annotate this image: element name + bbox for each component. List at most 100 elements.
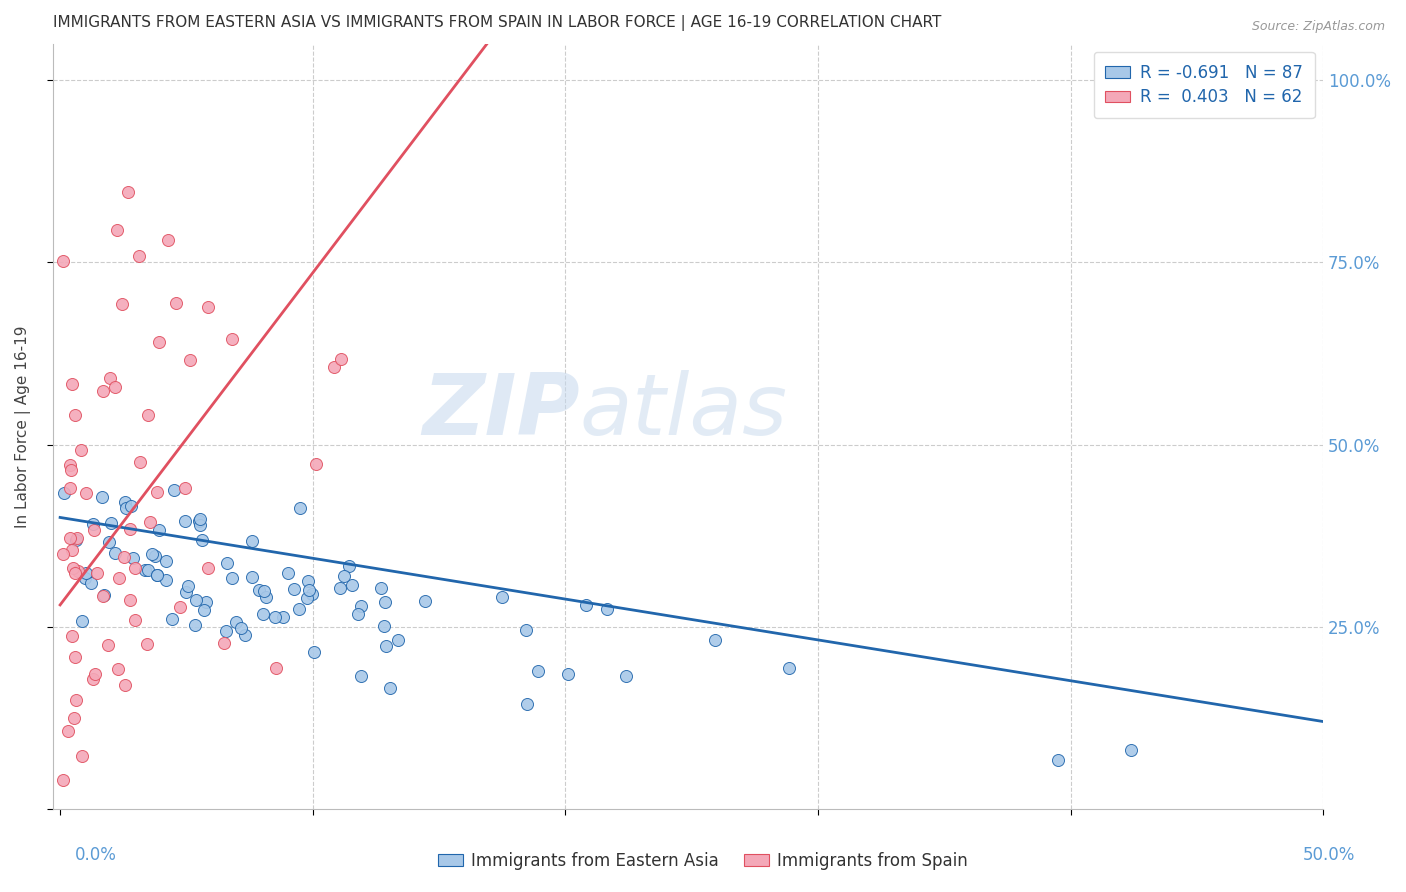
Point bbox=[254, 590, 277, 604]
Point bbox=[378, 681, 401, 695]
Point bbox=[97, 639, 120, 653]
Point bbox=[52, 253, 75, 268]
Point bbox=[82, 517, 104, 532]
Point bbox=[155, 573, 177, 587]
Point bbox=[83, 523, 105, 537]
Point bbox=[59, 532, 82, 546]
Point bbox=[197, 560, 219, 574]
Point bbox=[141, 547, 163, 561]
Point bbox=[288, 500, 311, 515]
Point bbox=[80, 576, 103, 591]
Point bbox=[240, 534, 263, 549]
Point bbox=[197, 300, 219, 314]
Point bbox=[143, 549, 166, 563]
Point bbox=[62, 561, 84, 575]
Point bbox=[53, 485, 76, 500]
Point bbox=[83, 667, 105, 681]
Point bbox=[82, 673, 104, 687]
Point bbox=[193, 602, 215, 616]
Point bbox=[62, 711, 84, 725]
Point bbox=[60, 377, 83, 392]
Point bbox=[225, 615, 247, 630]
Point bbox=[179, 353, 201, 368]
Point bbox=[160, 612, 183, 626]
Point bbox=[114, 495, 136, 509]
Point bbox=[138, 515, 160, 529]
Point bbox=[136, 408, 159, 422]
Point bbox=[162, 483, 184, 498]
Point bbox=[575, 598, 598, 612]
Point bbox=[59, 458, 82, 472]
Point bbox=[97, 534, 120, 549]
Point bbox=[346, 607, 368, 621]
Point bbox=[323, 359, 346, 374]
Point bbox=[122, 551, 145, 566]
Point bbox=[527, 665, 550, 679]
Point bbox=[229, 621, 252, 635]
Point bbox=[120, 593, 142, 607]
Point bbox=[148, 523, 170, 537]
Point bbox=[188, 514, 211, 528]
Point bbox=[186, 593, 208, 607]
Point bbox=[136, 563, 159, 577]
Point bbox=[233, 627, 256, 641]
Point bbox=[91, 490, 114, 504]
Point bbox=[297, 574, 319, 589]
Point bbox=[247, 582, 270, 597]
Text: 0.0%: 0.0% bbox=[75, 846, 117, 863]
Text: ZIP: ZIP bbox=[422, 369, 579, 452]
Point bbox=[135, 637, 157, 651]
Point bbox=[148, 334, 170, 349]
Point bbox=[557, 666, 579, 681]
Point bbox=[214, 636, 236, 650]
Point bbox=[65, 533, 87, 548]
Point bbox=[98, 371, 121, 385]
Point bbox=[778, 661, 800, 675]
Point bbox=[86, 566, 108, 580]
Point bbox=[52, 772, 75, 787]
Point bbox=[156, 233, 179, 247]
Point bbox=[129, 455, 152, 469]
Point bbox=[65, 649, 87, 664]
Point bbox=[104, 380, 127, 394]
Point bbox=[333, 568, 356, 582]
Point bbox=[60, 463, 83, 477]
Point bbox=[596, 602, 619, 616]
Point bbox=[337, 559, 360, 574]
Point bbox=[370, 581, 392, 595]
Point bbox=[173, 514, 195, 528]
Point bbox=[177, 579, 200, 593]
Point bbox=[114, 678, 136, 692]
Point bbox=[188, 517, 211, 532]
Point bbox=[145, 568, 167, 582]
Point bbox=[63, 566, 86, 580]
Point bbox=[59, 481, 82, 495]
Point bbox=[75, 486, 97, 500]
Point bbox=[298, 583, 321, 598]
Point bbox=[114, 500, 136, 515]
Legend: Immigrants from Eastern Asia, Immigrants from Spain: Immigrants from Eastern Asia, Immigrants… bbox=[432, 846, 974, 877]
Point bbox=[70, 443, 93, 458]
Point bbox=[253, 584, 276, 599]
Point bbox=[73, 571, 96, 585]
Point bbox=[304, 645, 326, 659]
Point bbox=[191, 533, 214, 548]
Point bbox=[491, 590, 513, 604]
Point bbox=[124, 613, 146, 627]
Point bbox=[266, 661, 288, 675]
Point bbox=[56, 724, 79, 739]
Y-axis label: In Labor Force | Age 16-19: In Labor Force | Age 16-19 bbox=[15, 325, 31, 527]
Point bbox=[263, 610, 285, 624]
Point bbox=[240, 570, 263, 584]
Point bbox=[350, 599, 373, 613]
Point bbox=[62, 543, 84, 558]
Point bbox=[215, 557, 238, 571]
Point bbox=[117, 185, 139, 199]
Point bbox=[184, 618, 207, 632]
Point bbox=[283, 582, 305, 596]
Point bbox=[287, 602, 309, 616]
Point bbox=[146, 568, 169, 582]
Point bbox=[105, 222, 128, 236]
Point bbox=[124, 561, 146, 575]
Point bbox=[165, 295, 187, 310]
